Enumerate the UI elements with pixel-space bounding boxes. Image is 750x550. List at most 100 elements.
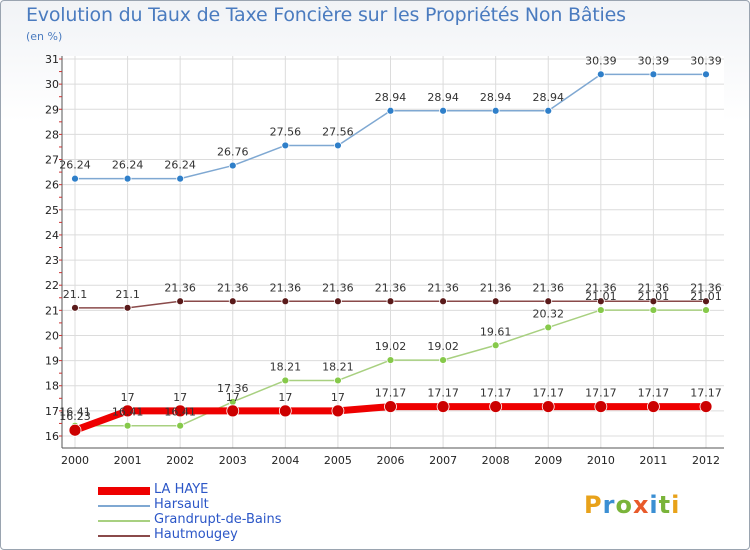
data-label-0: 17.17 <box>638 387 670 400</box>
series-point-1 <box>439 106 447 115</box>
y-tick-label: 22 <box>45 279 59 292</box>
data-label-1: 27.56 <box>322 125 354 138</box>
data-label-3: 21.36 <box>217 281 249 294</box>
x-tick-label: 2002 <box>166 454 194 467</box>
x-tick-label: 2003 <box>219 454 247 467</box>
data-label-1: 28.94 <box>427 91 459 104</box>
data-label-2: 16.41 <box>59 406 91 419</box>
y-tick-label: 30 <box>45 78 59 91</box>
series-point-0 <box>226 404 240 418</box>
series-point-0 <box>173 404 187 418</box>
data-label-3: 21.1 <box>115 288 140 301</box>
data-label-0: 17 <box>226 391 240 404</box>
data-label-1: 30.39 <box>690 54 722 67</box>
data-label-0: 16.23 <box>59 410 91 423</box>
data-label-0: 17.17 <box>690 387 722 400</box>
y-tick-label: 23 <box>45 254 59 267</box>
series-point-0 <box>594 400 608 413</box>
series-point-2 <box>123 421 132 430</box>
legend-label-grandrupt: Grandrupt-de-Bains <box>154 512 282 527</box>
series-point-3 <box>386 297 395 306</box>
x-tick-label: 2012 <box>692 454 720 467</box>
data-label-1: 28.94 <box>533 91 565 104</box>
data-label-3: 21.36 <box>533 281 565 294</box>
series-point-1 <box>596 70 605 79</box>
series-point-2 <box>439 356 447 364</box>
series-point-3 <box>334 297 342 306</box>
data-label-3: 21.36 <box>480 281 512 294</box>
y-tick-label: 29 <box>45 103 59 116</box>
series-point-0 <box>384 400 397 413</box>
series-point-2 <box>386 356 395 364</box>
data-label-1: 27.56 <box>270 125 302 138</box>
y-tick-label: 16 <box>45 430 59 443</box>
data-label-1: 26.24 <box>59 159 91 172</box>
series-point-0 <box>278 404 292 418</box>
series-point-3 <box>123 303 132 312</box>
series-point-3 <box>439 297 447 306</box>
data-label-3: 21.36 <box>322 281 354 294</box>
logo-letter: t <box>658 491 672 519</box>
series-point-2 <box>334 376 342 385</box>
data-label-2: 18.21 <box>270 360 302 373</box>
legend-swatch-grandrupt <box>98 520 150 522</box>
data-label-1: 28.94 <box>375 91 407 104</box>
data-label-0: 17.17 <box>375 387 407 400</box>
y-tick-label: 24 <box>45 229 59 242</box>
y-tick-label: 20 <box>45 329 59 342</box>
series-point-1 <box>386 106 395 115</box>
y-tick-label: 25 <box>45 204 59 217</box>
series-layer <box>68 70 713 437</box>
series-point-2 <box>176 421 185 430</box>
y-tick-label: 28 <box>45 128 59 141</box>
series-point-2 <box>544 323 553 332</box>
series-point-2 <box>702 306 710 314</box>
data-label-3: 21.36 <box>427 281 459 294</box>
series-point-1 <box>281 141 290 150</box>
series-point-3 <box>649 297 658 306</box>
data-label-0: 17.17 <box>427 387 459 400</box>
data-label-2: 16.41 <box>112 406 144 419</box>
data-label-0: 17 <box>331 391 345 404</box>
series-point-2 <box>491 341 500 350</box>
x-tick-label: 2005 <box>324 454 352 467</box>
legend-swatch-la-haye <box>98 487 150 495</box>
y-tick-label: 27 <box>45 154 59 167</box>
data-label-2: 19.02 <box>427 340 459 353</box>
x-tick-label: 2009 <box>534 454 562 467</box>
data-label-2: 19.61 <box>480 325 512 338</box>
legend-label-hautmougey: Hautmougey <box>154 527 238 542</box>
x-tick-label: 2010 <box>587 454 615 467</box>
logo-letter: o <box>615 491 633 519</box>
data-label-1: 28.94 <box>480 91 512 104</box>
series-point-1 <box>491 106 500 115</box>
y-tick-label: 17 <box>45 405 59 418</box>
data-label-0: 17 <box>121 391 135 404</box>
logo-letter: i <box>671 491 681 519</box>
data-label-1: 26.24 <box>112 159 144 172</box>
series-point-3 <box>544 297 553 306</box>
data-label-0: 17 <box>278 391 292 404</box>
data-label-2: 21.01 <box>585 290 617 303</box>
chart-title: Evolution du Taux de Taxe Foncière sur l… <box>26 4 626 26</box>
series-point-0 <box>436 400 450 413</box>
data-label-2: 20.32 <box>533 307 565 320</box>
plot-area <box>62 56 724 448</box>
data-label-1: 26.76 <box>217 146 249 159</box>
series-point-0 <box>68 423 82 437</box>
data-label-3: 21.36 <box>164 281 196 294</box>
data-label-0: 17.17 <box>480 387 512 400</box>
logo-letter: i <box>649 491 659 519</box>
legend-swatch-harsault <box>98 505 150 507</box>
series-point-3 <box>176 297 185 306</box>
series-point-1 <box>334 141 342 150</box>
series-point-1 <box>71 174 79 183</box>
data-label-3: 21.1 <box>63 288 88 301</box>
data-label-2: 18.21 <box>322 360 354 373</box>
data-label-1: 26.24 <box>164 159 196 172</box>
data-label-0: 17 <box>173 391 187 404</box>
x-tick-label: 2001 <box>114 454 142 467</box>
y-tick-label: 26 <box>45 179 59 192</box>
series-point-0 <box>331 404 345 418</box>
series-point-0 <box>489 400 503 413</box>
